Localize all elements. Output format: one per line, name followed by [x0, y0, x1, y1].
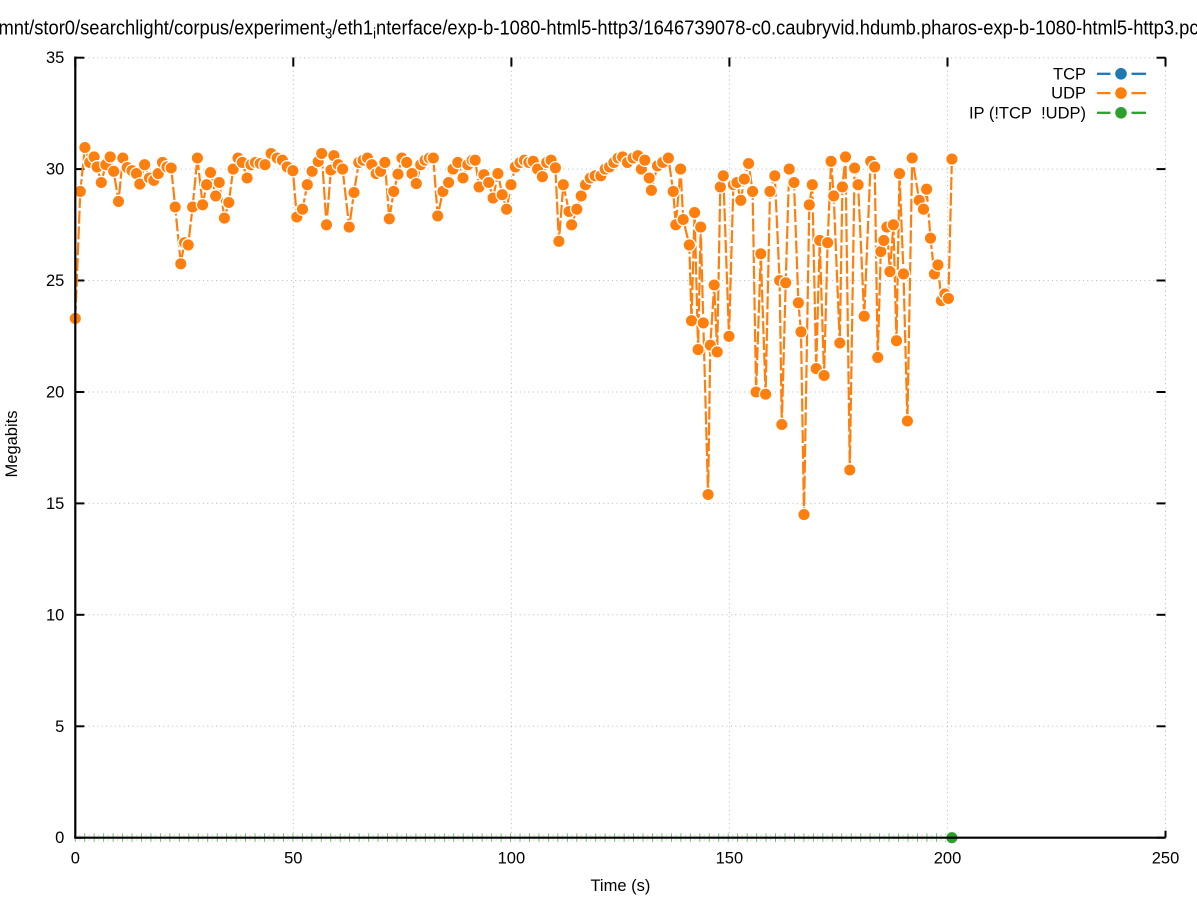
svg-text:0: 0: [55, 829, 64, 847]
svg-text:0: 0: [71, 850, 80, 868]
svg-text:5: 5: [55, 718, 64, 736]
svg-text:10: 10: [46, 606, 64, 624]
svg-text:50: 50: [284, 850, 302, 868]
svg-text:35: 35: [46, 49, 64, 67]
svg-text:250: 250: [1152, 850, 1180, 868]
svg-text:mnt/stor0/searchlight/corpus/e: mnt/stor0/searchlight/corpus/experiment3…: [0, 17, 1197, 42]
svg-text:TCP: TCP: [1053, 65, 1086, 83]
svg-text:Time (s): Time (s): [590, 877, 650, 895]
svg-text:100: 100: [498, 850, 526, 868]
svg-text:Megabits: Megabits: [3, 411, 21, 478]
svg-text:150: 150: [716, 850, 744, 868]
svg-text:25: 25: [46, 272, 64, 290]
svg-text:200: 200: [934, 850, 962, 868]
svg-text:IP (!TCP !UDP): IP (!TCP !UDP): [969, 104, 1086, 122]
svg-text:20: 20: [46, 384, 64, 402]
svg-text:30: 30: [46, 161, 64, 179]
svg-text:UDP: UDP: [1051, 85, 1086, 103]
svg-text:15: 15: [46, 495, 64, 513]
